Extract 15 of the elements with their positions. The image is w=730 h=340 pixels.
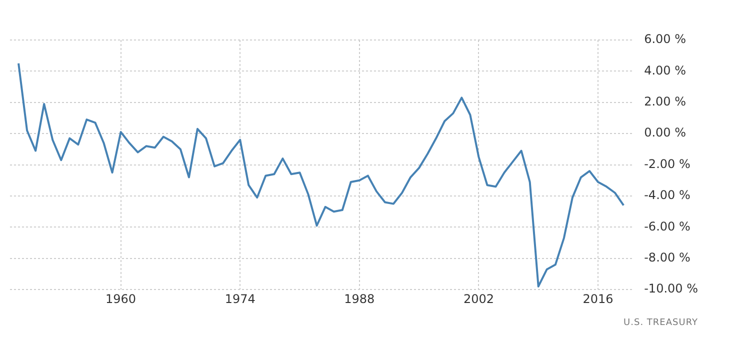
y-tick-label: -2.00 % xyxy=(644,156,690,171)
x-tick-label: 1960 xyxy=(106,292,136,306)
y-tick-label: 2.00 % xyxy=(644,94,686,109)
y-tick-label: 4.00 % xyxy=(644,63,686,78)
text: U.S. TREASURY xyxy=(624,318,698,328)
x-tick-label: 1988 xyxy=(344,292,375,306)
y-tick-label: 0.00 % xyxy=(644,126,686,140)
y-tick-label: -4.00 % xyxy=(644,188,690,202)
y-tick-label: -8.00 % xyxy=(644,250,690,265)
y-tick-label: -10.00 % xyxy=(644,282,698,296)
x-tick-label: 1974 xyxy=(224,292,256,306)
x-tick-label: 2002 xyxy=(463,292,494,306)
y-tick-label: 6.00 % xyxy=(644,32,686,46)
x-tick-label: 2016 xyxy=(582,292,614,306)
y-tick-label: -6.00 % xyxy=(644,219,690,234)
